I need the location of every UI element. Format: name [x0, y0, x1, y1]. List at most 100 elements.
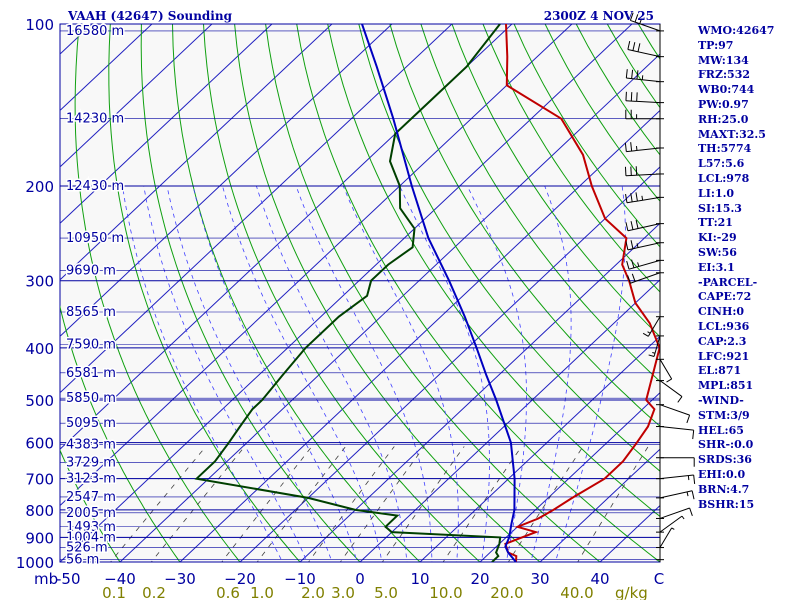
height-label: 1004 m	[66, 530, 116, 545]
height-label: 12430 m	[66, 179, 124, 194]
mixing-ratio-label: 5.0	[374, 584, 398, 600]
mixing-ratio-line	[150, 446, 246, 562]
wind-barb	[626, 259, 664, 270]
moist-adiabat-line	[530, 185, 572, 562]
isotherm-line	[60, 24, 333, 281]
isotherm-line	[60, 24, 393, 337]
index-item: BRN:4.7	[698, 482, 750, 496]
dry-adiabat-line	[60, 449, 121, 562]
wind-barb	[656, 426, 695, 440]
dry-adiabat-line	[265, 24, 601, 562]
height-label: 10950 m	[66, 231, 124, 246]
temp-tick-label: 10	[410, 570, 429, 588]
mixing-ratio-unit: g/kg	[615, 584, 648, 600]
height-label: 8565 m	[66, 305, 116, 320]
index-item: -PARCEL-	[698, 275, 758, 289]
dry-adiabat-line	[327, 24, 660, 518]
wind-barb	[656, 380, 683, 403]
plot-area	[59, 23, 661, 563]
parcel-line	[361, 24, 517, 562]
plot-lines	[60, 24, 660, 562]
wind-barb	[648, 335, 664, 357]
index-item: EHI:0.0	[698, 467, 746, 481]
height-label: 5850 m	[66, 391, 116, 406]
temp-tick-label: −30	[164, 570, 196, 588]
isotherm-line	[299, 222, 660, 562]
wind-barb	[627, 40, 664, 58]
temp-tick-label: -50	[56, 570, 81, 588]
isotherm-line	[60, 24, 213, 168]
wind-barb	[656, 457, 695, 467]
mixing-ratio-line	[381, 446, 465, 562]
temp-tick-label: −20	[224, 570, 256, 588]
height-label: 2005 m	[66, 506, 116, 521]
index-item: EL:871	[698, 364, 742, 378]
dry-adiabat-line	[60, 304, 181, 562]
index-item: TH:5774	[698, 142, 752, 156]
moist-adiabat-line	[342, 185, 459, 562]
mixing-ratio-line	[256, 446, 346, 562]
isotherm-line	[539, 448, 660, 562]
dewpoint-line	[194, 24, 502, 562]
isotherm-line	[179, 109, 660, 562]
pressure-tick-label: 300	[25, 273, 54, 291]
height-label: 16580 m	[66, 24, 124, 39]
isotherm-line	[60, 24, 153, 112]
index-item: SHR-:0.0	[698, 438, 754, 452]
temp-tick-label: 20	[470, 570, 489, 588]
height-label: 3729 m	[66, 455, 116, 470]
index-item: BSHR:15	[698, 497, 755, 511]
temp-tick-label: −40	[104, 570, 136, 588]
index-item: MPL:851	[698, 379, 754, 393]
index-item: WMO:42647	[698, 24, 775, 37]
station-title: VAAH (42647) Sounding	[67, 9, 233, 23]
index-item: -WIND-	[698, 393, 744, 407]
mixing-ratio-label: 20.0	[490, 584, 523, 600]
height-label: 3123 m	[66, 472, 116, 487]
pressure-tick-label: 200	[25, 178, 54, 196]
index-item: SRDS:36	[698, 453, 752, 467]
temperature-line	[504, 24, 660, 562]
isotherm-line	[239, 166, 660, 562]
pressure-tick-label: 500	[25, 392, 54, 410]
height-label: 5095 m	[66, 416, 116, 431]
wind-barb	[656, 358, 673, 383]
wind-barb	[656, 507, 693, 519]
index-item: TT:21	[698, 216, 733, 230]
moist-adiabat-line	[466, 185, 527, 562]
mixing-ratio-label: 0.1	[102, 584, 126, 600]
valid-time: 2300Z 4 NOV 25	[544, 9, 654, 23]
isotherm-line	[479, 392, 660, 562]
index-item: STM:3/9	[698, 408, 750, 422]
moist-adiabat-line	[256, 185, 408, 562]
pressure-tick-label: 700	[25, 471, 54, 489]
wind-barb	[627, 272, 664, 284]
height-label: 1493 m	[66, 520, 116, 535]
pressure-unit-label: mb	[34, 570, 58, 588]
wind-barb	[625, 91, 664, 104]
dry-adiabat-line	[482, 24, 660, 293]
index-item: TP:97	[698, 38, 734, 52]
moist-adiabat-line	[143, 185, 308, 562]
index-item: LCL:936	[698, 319, 750, 333]
mixing-ratio-label: 1.0	[250, 584, 274, 600]
height-label: 2547 m	[66, 490, 116, 505]
index-item: FRZ:532	[698, 68, 751, 82]
mixing-ratio-label: 3.0	[331, 584, 355, 600]
mixing-ratio-label: 0.2	[142, 584, 166, 600]
mixing-ratio-label: 10.0	[429, 584, 462, 600]
height-label: 4383 m	[66, 438, 116, 453]
dry-adiabat-line	[296, 24, 660, 562]
pressure-tick-label: 400	[25, 340, 54, 358]
dry-adiabat-line	[389, 24, 660, 427]
index-item: LI:1.0	[698, 186, 735, 200]
index-item: CINH:0	[698, 305, 745, 319]
wind-barb	[625, 219, 664, 232]
temp-tick-label: 40	[590, 570, 609, 588]
index-item: L57:5.6	[698, 157, 745, 171]
isotherm-line	[60, 24, 453, 394]
indices-panel: WMO:42647 TP:97 MW:134 FRZ:532 WB0:744 PW:0.9…	[698, 24, 798, 512]
dry-adiabat-line	[358, 24, 660, 472]
mixing-ratio-label: 40.0	[560, 584, 593, 600]
